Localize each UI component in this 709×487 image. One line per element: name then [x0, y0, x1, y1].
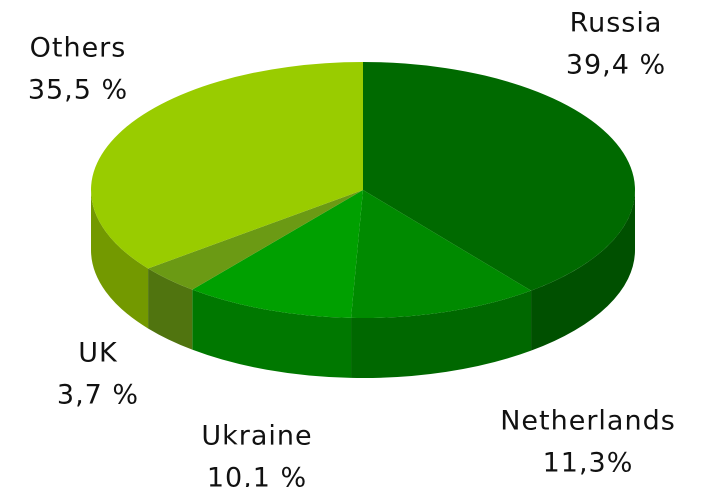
slice-value-label: 11,3%: [543, 448, 634, 479]
slice-value-label: 39,4 %: [566, 50, 666, 81]
slice-side: [148, 268, 193, 350]
slice-side: [531, 190, 635, 351]
slice-label: Russia: [570, 8, 663, 39]
slice: [90, 62, 363, 269]
slice: [192, 190, 363, 318]
slice-label: UK: [78, 338, 118, 369]
slice: [363, 62, 636, 291]
slice-label: Netherlands: [500, 406, 676, 437]
slice-label: Others: [30, 33, 127, 64]
slice-side: [192, 289, 352, 378]
slice-side: [91, 190, 149, 329]
slice-label: Ukraine: [201, 421, 312, 452]
slice-value-label: 35,5 %: [28, 75, 128, 106]
slice-value-label: 10,1 %: [207, 463, 307, 487]
slice: [351, 190, 532, 318]
slice-side: [351, 290, 532, 378]
slice: [148, 190, 363, 290]
slice-value-label: 3,7 %: [57, 380, 139, 411]
